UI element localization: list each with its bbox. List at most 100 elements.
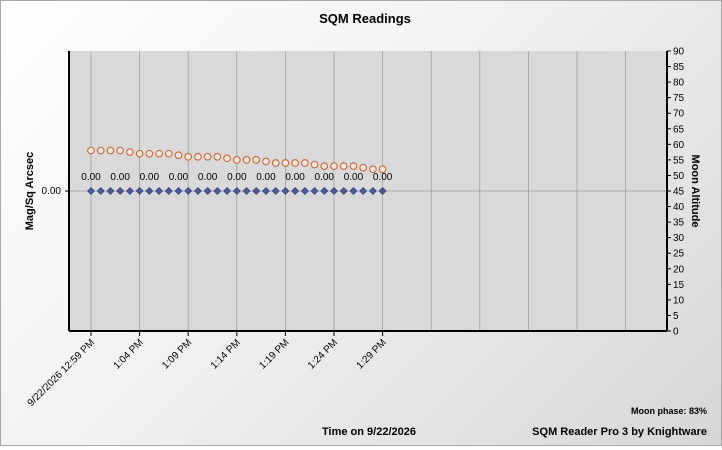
sqm-reading-point [252, 187, 261, 195]
y-ticks: 0.00 [42, 186, 69, 197]
x-tick-label: 1:14 PM [209, 337, 243, 371]
data-label: 0.00 [373, 172, 393, 183]
moon-altitude-point [378, 165, 387, 174]
sqm-reading-point [330, 187, 338, 195]
x-tick-label: 1:29 PM [355, 337, 389, 371]
moon-altitude-point [242, 156, 251, 164]
y2-tick-label: 30 [673, 233, 685, 244]
y2-tick-label: 80 [673, 78, 685, 89]
data-label: 0.00 [256, 172, 276, 183]
y2-tick-label: 60 [673, 140, 685, 151]
data-label: 0.00 [285, 172, 305, 183]
moon-altitude-point [203, 152, 212, 161]
data-label: 0.00 [227, 172, 247, 183]
moon-altitude-point [155, 149, 163, 158]
sqm-reading-point [184, 187, 193, 195]
y2-tick-label: 65 [673, 124, 685, 135]
moon-altitude-point [87, 146, 95, 155]
moon-altitude-point [291, 159, 299, 167]
y-axis-title: Mag/Sq Arcsec [24, 152, 36, 230]
sqm-reading-point [271, 187, 280, 195]
moon-altitude-point [116, 146, 125, 155]
x-tick-label: 1:09 PM [160, 337, 194, 371]
y2-ticks: 0 5 10 15 20 25 30 35 40 45 50 55 60 65 70 75 80 85 90 [667, 47, 685, 338]
sqm-reading-point [281, 187, 290, 195]
moon-altitude-point [126, 148, 134, 156]
moon-altitude-point [369, 165, 377, 174]
y2-tick-label: 75 [673, 93, 685, 104]
y2-tick-label: 55 [673, 155, 685, 166]
sqm-reading-point [349, 187, 358, 195]
moon-altitude-point [262, 157, 270, 166]
y2-tick-label: 70 [673, 109, 685, 120]
sqm-reading-point [339, 187, 348, 195]
sqm-reading-point [106, 187, 115, 195]
moon-altitude-point [300, 159, 309, 167]
sqm-reading-point [378, 187, 387, 195]
x-axis-title: Time on 9/22/2026 [322, 426, 416, 438]
sqm-reading-point [174, 187, 183, 195]
data-label: 0.00 [198, 172, 218, 183]
sqm-reading-point [300, 187, 309, 195]
sqm-reading-point [87, 187, 95, 195]
moon-altitude-point [135, 149, 144, 158]
y2-tick-label: 50 [673, 171, 685, 182]
sqm-reading-point [96, 187, 105, 195]
y2-tick-label: 0 [673, 327, 679, 338]
sqm-reading-point [155, 187, 163, 195]
sqm-reading-point [223, 187, 232, 195]
moon-altitude-point [194, 152, 202, 161]
sqm-reading-point [310, 187, 319, 195]
moon-altitude-point [106, 146, 115, 155]
sqm-reading-point [164, 187, 173, 195]
sqm-reading-point [125, 187, 134, 195]
data-label: 0.00 [81, 172, 101, 183]
sqm-reading-point [320, 187, 329, 195]
moon-altitude-point [213, 152, 222, 161]
data-label: 0.00 [344, 172, 364, 183]
moon-altitude-point [359, 163, 368, 172]
data-marks: 0.00 0.00 0.00 0.00 0.00 0.00 0.00 0.00 0.00 0.00… [81, 146, 393, 195]
sqm-reading-point [368, 187, 377, 195]
x-tick-label: 1:24 PM [306, 337, 340, 371]
x-tick-label: 1:19 PM [257, 337, 291, 371]
moon-altitude-point [174, 151, 183, 160]
x-tick-label: 9/22/2026 12:59 PM [26, 337, 97, 408]
y2-tick-label: 5 [673, 311, 679, 322]
moon-phase-label: Moon phase: 83% [631, 406, 707, 416]
sqm-reading-point [193, 187, 202, 195]
moon-altitude-point [330, 162, 338, 170]
moon-altitude-point [184, 152, 193, 161]
moon-altitude-point [271, 159, 280, 167]
sqm-reading-point [135, 187, 144, 195]
y2-tick-label: 10 [673, 295, 685, 306]
data-label: 0.00 [110, 172, 130, 183]
sqm-reading-point [262, 187, 270, 195]
sqm-reading-point [213, 187, 222, 195]
y2-axis-title: Moon Altitude [689, 155, 701, 228]
y2-tick-label: 85 [673, 62, 685, 73]
moon-altitude-point [252, 156, 261, 164]
y2-tick-label: 25 [673, 249, 685, 260]
moon-altitude-point [349, 162, 358, 170]
chart-title: SQM Readings [319, 11, 411, 26]
data-label: 0.00 [315, 172, 335, 183]
credit-label: SQM Reader Pro 3 by Knightware [532, 426, 707, 438]
moon-altitude-point [310, 160, 319, 169]
moon-altitude-point [145, 149, 154, 158]
moon-altitude-point [320, 162, 329, 170]
moon-altitude-point [232, 156, 241, 164]
sqm-reading-point [242, 187, 251, 195]
moon-altitude-point [96, 146, 105, 155]
moon-altitude-point [339, 162, 348, 170]
y2-tick-label: 45 [673, 187, 685, 198]
moon-altitude-point [281, 159, 290, 167]
data-label: 0.00 [140, 172, 160, 183]
sqm-reading-point [359, 187, 368, 195]
moon-altitude-point [164, 149, 173, 158]
y2-tick-label: 15 [673, 280, 685, 291]
sqm-reading-point [232, 187, 241, 195]
moon-altitude-point [223, 154, 231, 163]
